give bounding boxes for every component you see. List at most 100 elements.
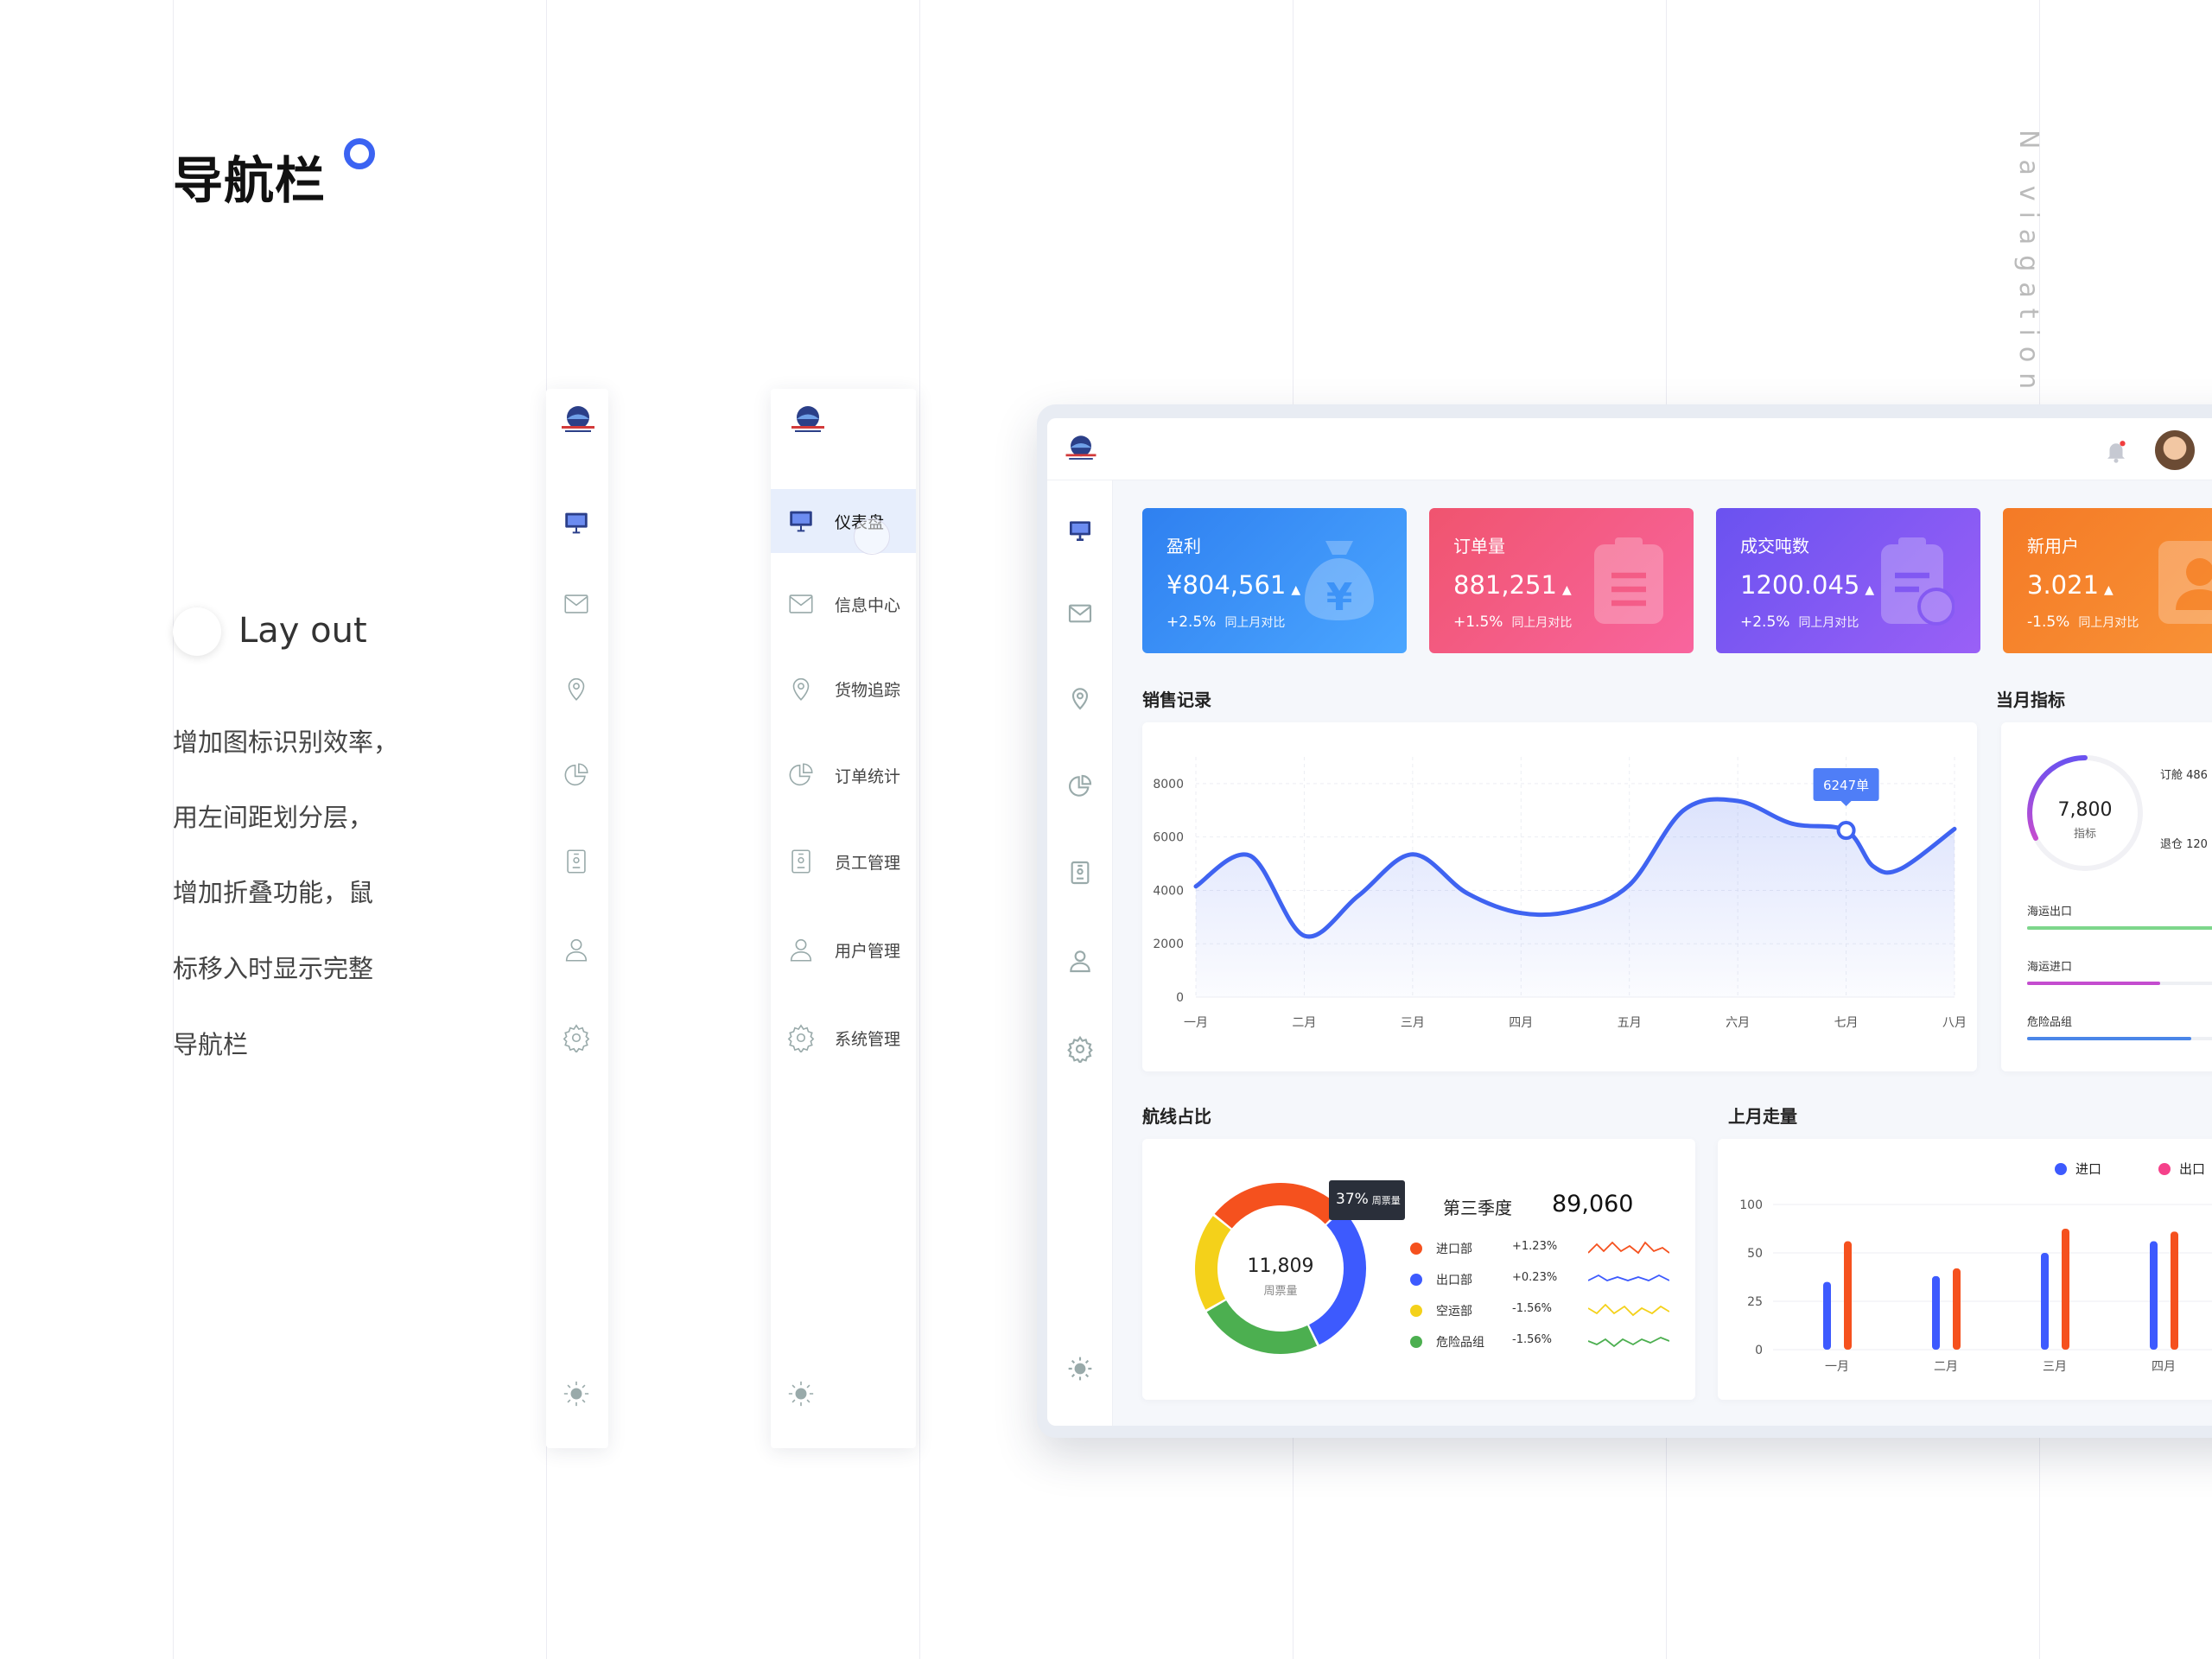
theme-toggle[interactable] [786, 1379, 816, 1408]
page-title: 导航栏 [173, 151, 327, 210]
gear-icon [562, 1023, 591, 1052]
x-tick-label: 二月 [1292, 1016, 1316, 1030]
location-pin-icon[interactable] [1066, 684, 1094, 712]
sidebar-item-tracking[interactable]: 货物追踪 [786, 674, 900, 703]
stat-title: 新用户 [2027, 536, 2079, 556]
section-label: Lay out [238, 611, 367, 651]
monitor-icon[interactable] [1066, 517, 1094, 544]
user-icon[interactable] [1066, 947, 1094, 975]
bar [2062, 1229, 2069, 1350]
section-title: 上月走量 [1728, 1106, 1797, 1127]
sidebar-label: 员工管理 [835, 853, 901, 873]
gear-icon[interactable] [1066, 1035, 1094, 1063]
x-tick-label: 八月 [1942, 1016, 1967, 1030]
sun-icon[interactable] [1066, 1355, 1094, 1382]
sparkline [1588, 1241, 1669, 1255]
sidebar-item-orders[interactable]: 订单统计 [786, 760, 900, 790]
stat-value: 3.021 ▲ [2027, 570, 2113, 600]
sidebar-item-staff[interactable] [562, 847, 591, 876]
route-dot [1410, 1243, 1422, 1255]
avatar[interactable] [2153, 429, 2196, 472]
user-badge-icon [2158, 541, 2212, 624]
stat-card-new-users[interactable]: 新用户 3.021 ▲ -1.5% 同上月对比 [2003, 508, 2212, 653]
bar [2171, 1231, 2178, 1350]
sidebar-item-orders[interactable] [562, 760, 591, 790]
sun-icon [562, 1379, 591, 1408]
description-line: 标移入时显示完整 [173, 954, 374, 983]
quarter-value: 89,060 [1552, 1191, 1634, 1217]
route-name: 危险品组 [1436, 1336, 1484, 1350]
section-title: 当月指标 [1996, 690, 2065, 710]
bar [2150, 1241, 2158, 1350]
sidebar-label: 用户管理 [835, 941, 901, 961]
stat-card-profit[interactable]: 盈利 ¥804,561 ▲ +2.5% 同上月对比 ¥ [1142, 508, 1407, 653]
bar [1932, 1275, 1940, 1350]
tooltip-label: 6247单 [1823, 778, 1869, 793]
sidebar-item-users[interactable] [562, 935, 591, 964]
y-tick-label: 100 [1739, 1198, 1763, 1212]
donut-center-label: 周票量 [1263, 1285, 1297, 1298]
clipboard-icon [1594, 537, 1663, 624]
sidebar-item-dashboard[interactable]: 仪表盘 [771, 489, 916, 555]
id-badge-icon[interactable] [1066, 859, 1094, 887]
monitor-icon [790, 511, 812, 536]
sidebar-label: 系统管理 [835, 1029, 901, 1049]
bell-icon[interactable] [2103, 437, 2129, 465]
stat-value: ¥804,561 ▲ [1166, 570, 1301, 600]
pie-chart-icon [562, 760, 591, 790]
dashboard-screen: 盈利 ¥804,561 ▲ +2.5% 同上月对比 ¥ 订单量 881,251 ▲ +… [1047, 418, 2212, 1426]
section-title: 销售记录 [1142, 690, 1211, 710]
stat-card-tonnage[interactable]: 成交吨数 1200.045 ▲ +2.5% 同上月对比 [1716, 508, 1980, 653]
stat-card-orders[interactable]: 订单量 881,251 ▲ +1.5% 同上月对比 [1429, 508, 1694, 653]
sun-icon [786, 1379, 816, 1408]
clipboard-check-icon [1881, 537, 1955, 626]
sidebar-label: 信息中心 [835, 595, 901, 615]
route-change: -1.56% [1512, 1302, 1552, 1315]
y-tick-label: 2000 [1153, 938, 1184, 951]
route-change: +0.23% [1512, 1271, 1558, 1284]
mail-icon[interactable] [1066, 600, 1094, 627]
sidebar-item-system[interactable] [562, 1023, 591, 1052]
description-line: 导航栏 [173, 1030, 249, 1059]
route-card: 11,809 周票量 37% 周票量 第三季度 89,060 进口部 +1.23% 出口… [1142, 1139, 1695, 1400]
id-badge-icon [562, 847, 591, 876]
sidebar-item-dashboard[interactable] [562, 508, 591, 537]
stat-title: 盈利 [1166, 536, 1201, 556]
route-row: 进口部 +1.23% [1410, 1239, 1669, 1260]
highlight-point [1836, 821, 1856, 841]
sidebar-item-staff[interactable]: 员工管理 [786, 847, 900, 876]
indicator-label: 指标 [2074, 828, 2096, 841]
sidebar-item-messages[interactable]: 信息中心 [786, 589, 900, 619]
mail-icon [562, 589, 591, 619]
x-tick-label: 四月 [1509, 1016, 1533, 1030]
progress-label: 海运进口 [2027, 961, 2073, 974]
indicator-value: 7,800 [2058, 799, 2113, 821]
sidebar-item-users[interactable]: 用户管理 [786, 935, 900, 964]
y-tick-label: 4000 [1153, 884, 1184, 898]
sparkline [1588, 1274, 1669, 1281]
y-tick-label: 25 [1747, 1295, 1763, 1309]
quarter-label: 第三季度 [1443, 1198, 1512, 1218]
theme-toggle[interactable] [562, 1379, 591, 1408]
guide-line [919, 0, 920, 1659]
sidebar-item-messages[interactable] [562, 589, 591, 619]
sales-card: 0 2000 4000 6000 8000 一月 二月 三月 四月 五月 六月 七月 八月 6247单 [1142, 722, 1977, 1071]
progress-track [2027, 982, 2212, 985]
section-bullet-icon [173, 607, 221, 656]
expanded-sidebar: 仪表盘 信息中心 货物追踪 订单统计 员工管理 用户管理 系统管理 [771, 389, 916, 1448]
route-row: 出口部 +0.23% [1410, 1270, 1669, 1291]
stat-value: 881,251 ▲ [1453, 570, 1572, 600]
pie-chart-icon[interactable] [1066, 772, 1094, 800]
donut-center [1219, 1207, 1342, 1330]
user-icon [562, 935, 591, 964]
x-tick-label: 一月 [1825, 1360, 1849, 1374]
y-tick-label: 8000 [1153, 778, 1184, 791]
sidebar-item-system[interactable]: 系统管理 [786, 1023, 900, 1052]
ring-icon [344, 138, 375, 169]
money-bag-icon: ¥ [1305, 541, 1374, 620]
sidebar-item-tracking[interactable] [562, 674, 591, 703]
description-line: 增加图标识别效率， [173, 728, 399, 757]
route-dot [1410, 1305, 1422, 1317]
x-tick-label: 七月 [1834, 1016, 1859, 1030]
volume-bar-chart: 0 25 50 100 一月 二月 三月 四月 [1739, 1198, 2212, 1374]
